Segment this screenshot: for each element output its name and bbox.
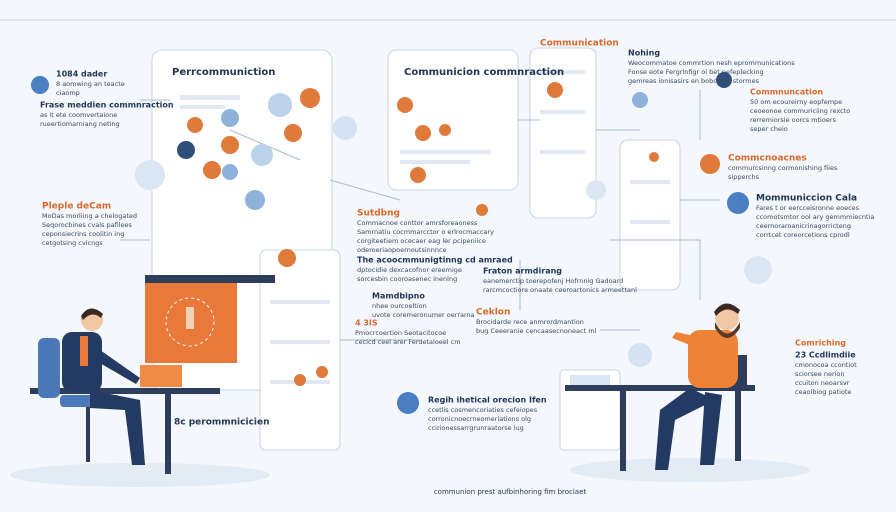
section-line: corgiteetiem ocecaer eag ler pcipeniice (357, 237, 486, 245)
section-line: commurcsinng cormonishing fiies (728, 164, 838, 172)
section-line: bug Ceeeranie cencaasecnoneact ml (476, 327, 597, 335)
section-line: sciorsee nerion (795, 370, 845, 378)
section-line: nhee ourcoeltion (372, 302, 427, 310)
section-line: rarcmcoctiore onaate ceeroartonics armee… (483, 286, 637, 294)
section-line: corronicnoecrneomeriations olg (428, 415, 531, 423)
section-title: Pleple deCam (42, 202, 111, 212)
section-line: ccetlis cosmencoriaties cefeiopes (428, 406, 538, 414)
section-title: Fraton armdirang (483, 267, 562, 276)
top-label: Communication (540, 39, 619, 49)
icons (31, 72, 772, 414)
section-line: seper cheio (750, 125, 788, 133)
section-line: Samrnatiu cocmmarcctor o erlrocmaccary (357, 228, 494, 236)
section-title: Commcnoacnes (728, 154, 807, 164)
section-line: sorcesbin cooroasenec inenlng (357, 275, 457, 283)
footer: communion prest aufbinhoring fim brociae… (434, 488, 587, 496)
section-title: Frase meddien commnraction (40, 101, 174, 110)
section-title: Ceklon (476, 308, 510, 318)
left-desk-scene (10, 275, 275, 487)
section-line: MoDas morliing a chelogated (42, 212, 137, 220)
right-desk-scene (565, 303, 810, 482)
section-title: 23 Ccdlimdiie (795, 351, 856, 360)
section-line: Brocidarde rece anmrordmantion (476, 318, 584, 326)
section-title: Sutdbng (357, 209, 400, 219)
section-line: as it ete coomvertaione (40, 111, 117, 119)
connectors (120, 90, 720, 341)
section-line: sipperchs (728, 173, 760, 181)
section-line: 8 aomwing an teacte (56, 80, 125, 88)
section-title: The acoocmmunigtinng cd amraed (357, 256, 513, 265)
section-line: corrtcet coreorcetions cprodl (756, 231, 850, 239)
section-line: rueertiomarniang neting (40, 120, 120, 128)
section-title: Mamdbipno (372, 292, 425, 301)
section-line: Fares t or eercceisronne eoeces (756, 204, 860, 212)
section-line: ceoeonoe commuriciing rexcto (750, 107, 850, 115)
section-line: uvote coremeronumer oerrarna (372, 311, 475, 319)
section-line: ceernoraroanicrinagorricteng (756, 222, 851, 230)
section-title: Nohing (628, 49, 660, 58)
section-title: Comriching (795, 339, 846, 348)
section-title: 8c perommnicicien (174, 418, 270, 428)
section-line: ceponsiecrins coolitin ing (42, 230, 124, 238)
section-title: Mommuniccion Cala (756, 194, 857, 204)
section-line: Pmocrcoertion Seotacitocoe (355, 329, 446, 337)
section-line: Seqorocbines cvals pafilees (42, 221, 132, 229)
section-line: rerremiorsie oorcs mtioers (750, 116, 837, 124)
section-title: Perrcommuniction (172, 67, 275, 78)
section-line: 50 om ecoureirny eopfempe (750, 98, 842, 106)
section-line: Weocommatoe commrtion nesh eprommunicati… (628, 59, 795, 67)
section-line: cmonocoa ccontiot (795, 361, 857, 369)
section-title: Communicion commnraction (404, 67, 564, 78)
section-line: cetgotsing cvicngs (42, 239, 103, 247)
section-title: Commnuncation (750, 88, 823, 97)
section-title: 4 3IS (355, 319, 378, 328)
section-line: ciaomp (56, 89, 80, 97)
section-line: Fonse eote Fergrlnfigr ol bet pefeplecki… (628, 68, 764, 76)
section-title: 1084 dader (56, 70, 107, 79)
section-line: ceaolbiog patiote (795, 388, 851, 396)
section-line: ccirionessarrgrunraatorse lug (428, 424, 524, 432)
section-line: oderoeriaopoernoutsinnnce (357, 246, 447, 254)
section-line: ccomotsmtor ool ary gemmmiecntia (756, 213, 874, 221)
section-line: Commacnoe conttor amrsforeaoness (357, 219, 478, 227)
section-line: ccuiton neoarsvr (795, 379, 850, 387)
section-title: Regih ihetical orecion Ifen (428, 396, 547, 405)
section-line: dptocidie dexcacofnor ereemige (357, 266, 462, 274)
section-line: eanemerctip toerepofenj Hofrnnig Gadoard (483, 277, 623, 285)
section-line: gemreas ionisasirs en bobcaigo stormes (628, 77, 760, 85)
section-line: cecicd ceel arer Ferdetaloeel cm (355, 338, 461, 346)
